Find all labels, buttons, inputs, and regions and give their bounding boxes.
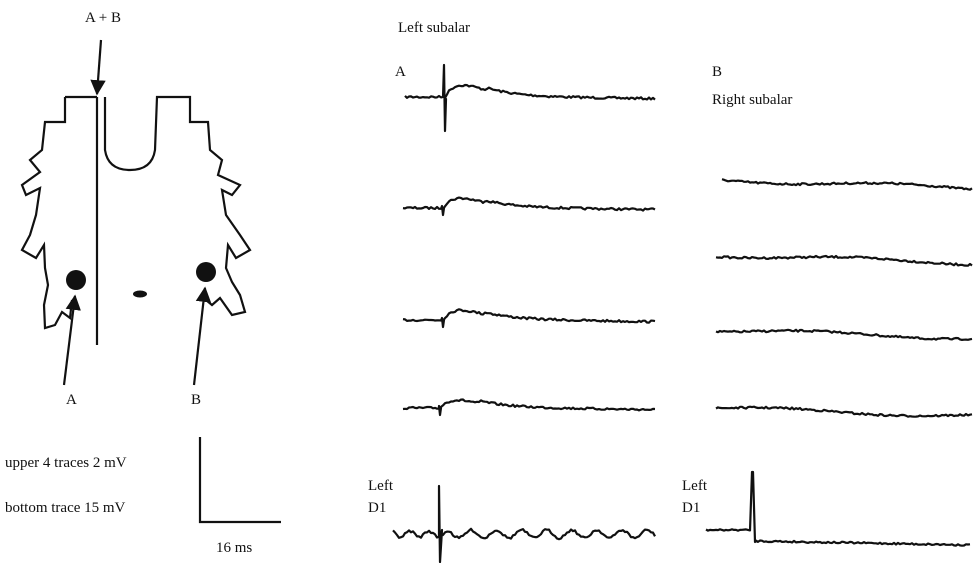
trace-label: Left xyxy=(368,478,394,494)
column-header: Right subalar xyxy=(712,92,792,108)
arrow xyxy=(62,294,81,386)
trace xyxy=(392,484,656,563)
scale-bar xyxy=(198,437,281,524)
label: A xyxy=(66,392,77,408)
trace xyxy=(715,328,973,341)
trace xyxy=(715,405,973,418)
trace xyxy=(715,254,973,267)
arrow xyxy=(90,39,106,96)
scale-label: 16 ms xyxy=(216,540,252,556)
column-label: A xyxy=(395,64,406,80)
trace xyxy=(721,178,973,191)
label: A + B xyxy=(85,10,121,26)
trace xyxy=(402,196,656,217)
trace xyxy=(705,470,971,547)
electrode-b xyxy=(196,262,216,282)
trace xyxy=(402,308,656,329)
column-label: B xyxy=(712,64,722,80)
scale-label: bottom trace 15 mV xyxy=(5,500,126,516)
spot xyxy=(133,290,147,298)
trace-label: Left xyxy=(682,478,708,494)
traces xyxy=(392,63,973,563)
electrode-a xyxy=(66,270,86,290)
thorax-diagram: A + B A B xyxy=(20,10,252,408)
trace xyxy=(404,63,656,133)
thorax-outline xyxy=(20,95,252,330)
scale-label: upper 4 traces 2 mV xyxy=(5,455,127,471)
trace xyxy=(402,398,656,417)
trace-label: D1 xyxy=(682,500,700,516)
column-header: Left subalar xyxy=(398,20,470,36)
trace-label: D1 xyxy=(368,500,386,516)
label: B xyxy=(191,392,201,408)
arrow xyxy=(192,286,212,386)
